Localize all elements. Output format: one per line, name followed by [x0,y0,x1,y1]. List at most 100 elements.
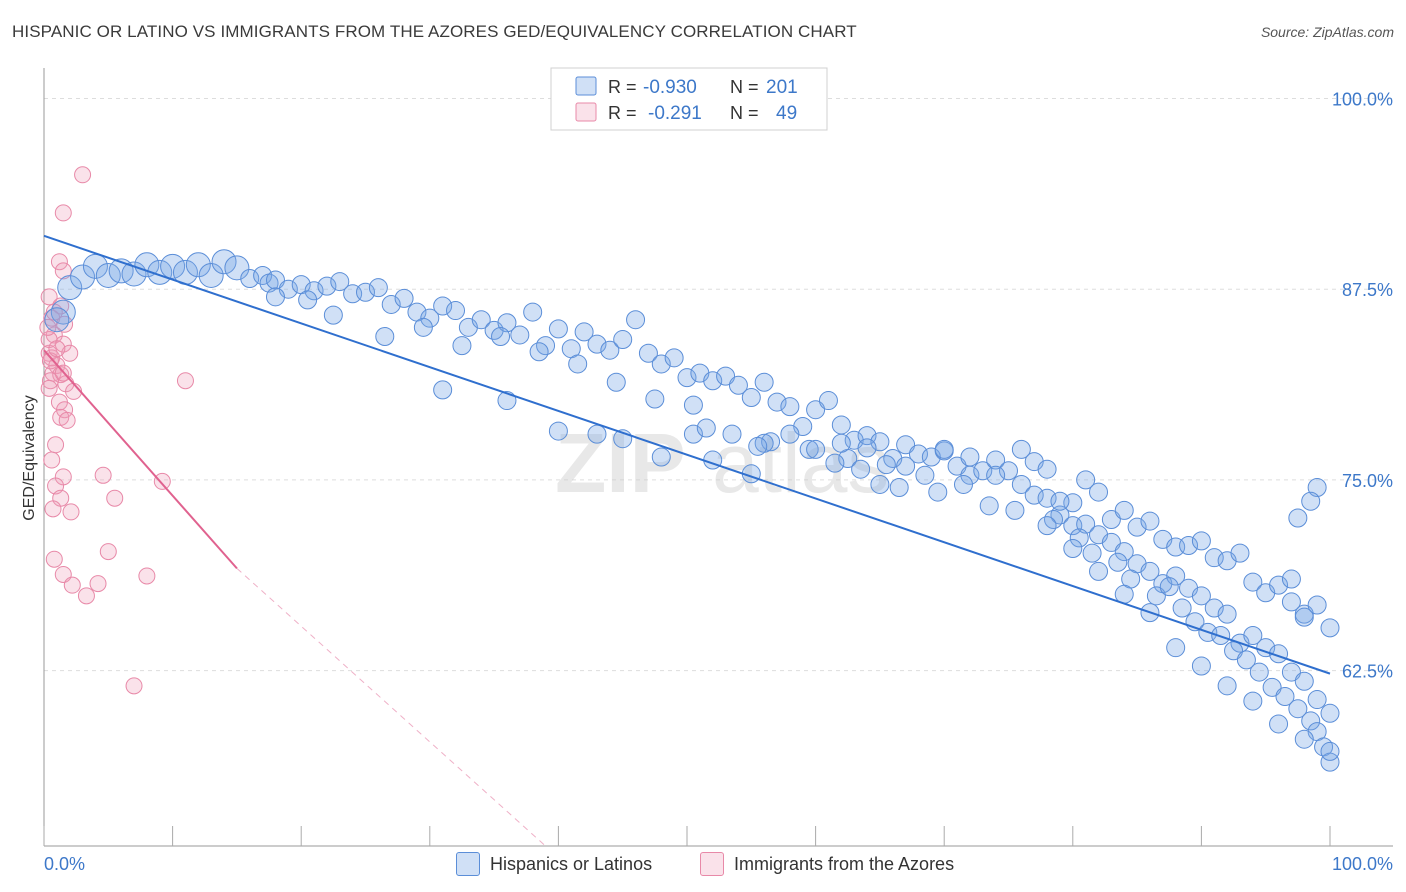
blue-point-55 [728,375,748,395]
pink-point-38 [138,567,156,585]
pink-point-30 [94,466,112,484]
trend-lines [43,234,1331,847]
blue-point-110 [568,354,588,374]
blue-point-24 [330,272,350,292]
pink-point-29 [62,503,80,521]
blue-point-6 [134,252,160,278]
blue-point-3 [95,262,121,288]
blue-point-118 [876,455,896,475]
legend-bottom: Hispanics or Latinos Immigrants from the… [0,852,1406,878]
blue-point-26 [356,282,375,302]
blue-point-153 [1191,586,1211,606]
blue-point-10 [185,252,211,278]
pink-point-44 [40,379,58,397]
series-pink-points [39,166,194,695]
blue-point-49 [651,354,671,374]
legend-pink-n-value: 49 [776,103,797,124]
blue-point-91 [1191,531,1211,551]
blue-point-135 [896,456,916,476]
legend-blue-n-label: N = [730,77,759,97]
blue-point-207 [1288,508,1308,528]
blue-point-130 [780,424,800,444]
blue-point-120 [953,474,973,494]
pink-point-35 [63,576,81,594]
legend-item-blue[interactable]: Hispanics or Latinos [456,852,652,876]
blue-point-167 [825,453,845,473]
blue-point-126 [651,447,671,467]
y-tick-label-0: 62.5% [1342,662,1393,682]
blue-point-176 [1108,552,1128,572]
blue-point-204 [1294,729,1314,749]
blue-point-170 [928,482,948,502]
blue-point-13 [224,255,250,281]
blue-point-116 [799,439,819,459]
blue-point-66 [870,432,890,452]
blue-point-74 [973,461,993,481]
blue-point-22 [304,281,324,301]
blue-point-149 [1140,561,1160,581]
blue-point-188 [1275,687,1295,707]
pink-point-32 [99,543,117,561]
legend-top: R = -0.930 N = 201 R = -0.291 N = 49 [550,67,828,131]
blue-point-75 [986,450,1006,470]
legend-blue-swatch-bottom [456,852,480,876]
blue-point-83 [1089,482,1109,502]
blue-point-7 [147,259,173,285]
blue-point-77 [1011,474,1031,494]
blue-point-155 [1217,604,1237,624]
blue-point-48 [638,343,658,363]
blue-point-8 [160,253,186,279]
blue-point-79 [1037,488,1057,508]
pink-point-39 [153,472,171,490]
blue-point-161 [1294,671,1314,691]
blue-point-57 [754,372,774,392]
blue-point-56 [741,388,761,408]
legend-blue-r-label: R = [608,77,637,97]
blue-point-100 [1307,595,1327,615]
pink-point-20 [56,401,74,419]
blue-point-146 [1101,532,1121,552]
blue-point-202 [1243,691,1263,711]
y-axis-label: GED/Equivalency [21,395,38,520]
blue-point-200 [1191,656,1211,676]
legend-pink-r-value: -0.291 [648,103,702,124]
legend-blue-n-value: 201 [766,77,798,98]
blue-point-39 [523,302,543,322]
pink-point-40 [176,372,194,390]
pink-point-3 [54,262,72,280]
legend-blue-label: Hispanics or Latinos [490,853,653,874]
blue-point-68 [896,435,916,455]
blue-point-59 [780,397,800,417]
blue-point-108 [491,326,511,346]
blue-point-16 [240,269,260,289]
blue-point-139 [1011,439,1031,459]
pink-point-45 [48,340,66,358]
blue-point-203 [1269,714,1289,734]
blue-point-199 [1166,638,1186,658]
blue-point-19 [265,270,285,290]
blue-point-165 [696,418,716,438]
blue-point-187 [1262,677,1282,697]
blue-point-115 [761,432,781,452]
legend-blue-swatch [575,76,597,96]
pink-point-41 [125,677,143,695]
blue-point-166 [748,436,768,456]
trend-line-pink [43,349,238,570]
blue-point-175 [1082,543,1102,563]
blue-point-169 [889,478,909,498]
blue-point-84 [1101,510,1121,530]
blue-point-104 [323,305,343,325]
blue-point-136 [934,439,954,459]
legend-blue-r-value: -0.930 [643,77,697,98]
legend-item-pink[interactable]: Immigrants from the Azores [700,852,954,876]
legend-box [550,67,828,131]
blue-point-78 [1024,485,1044,505]
blue-point-168 [851,459,871,479]
blue-point-86 [1127,517,1147,537]
blue-point-29 [394,288,414,308]
blue-point-85 [1114,500,1134,520]
blue-point-17 [253,265,273,285]
x-tick-label-0: 0.0% [44,854,85,874]
blue-point-163 [1320,703,1340,723]
